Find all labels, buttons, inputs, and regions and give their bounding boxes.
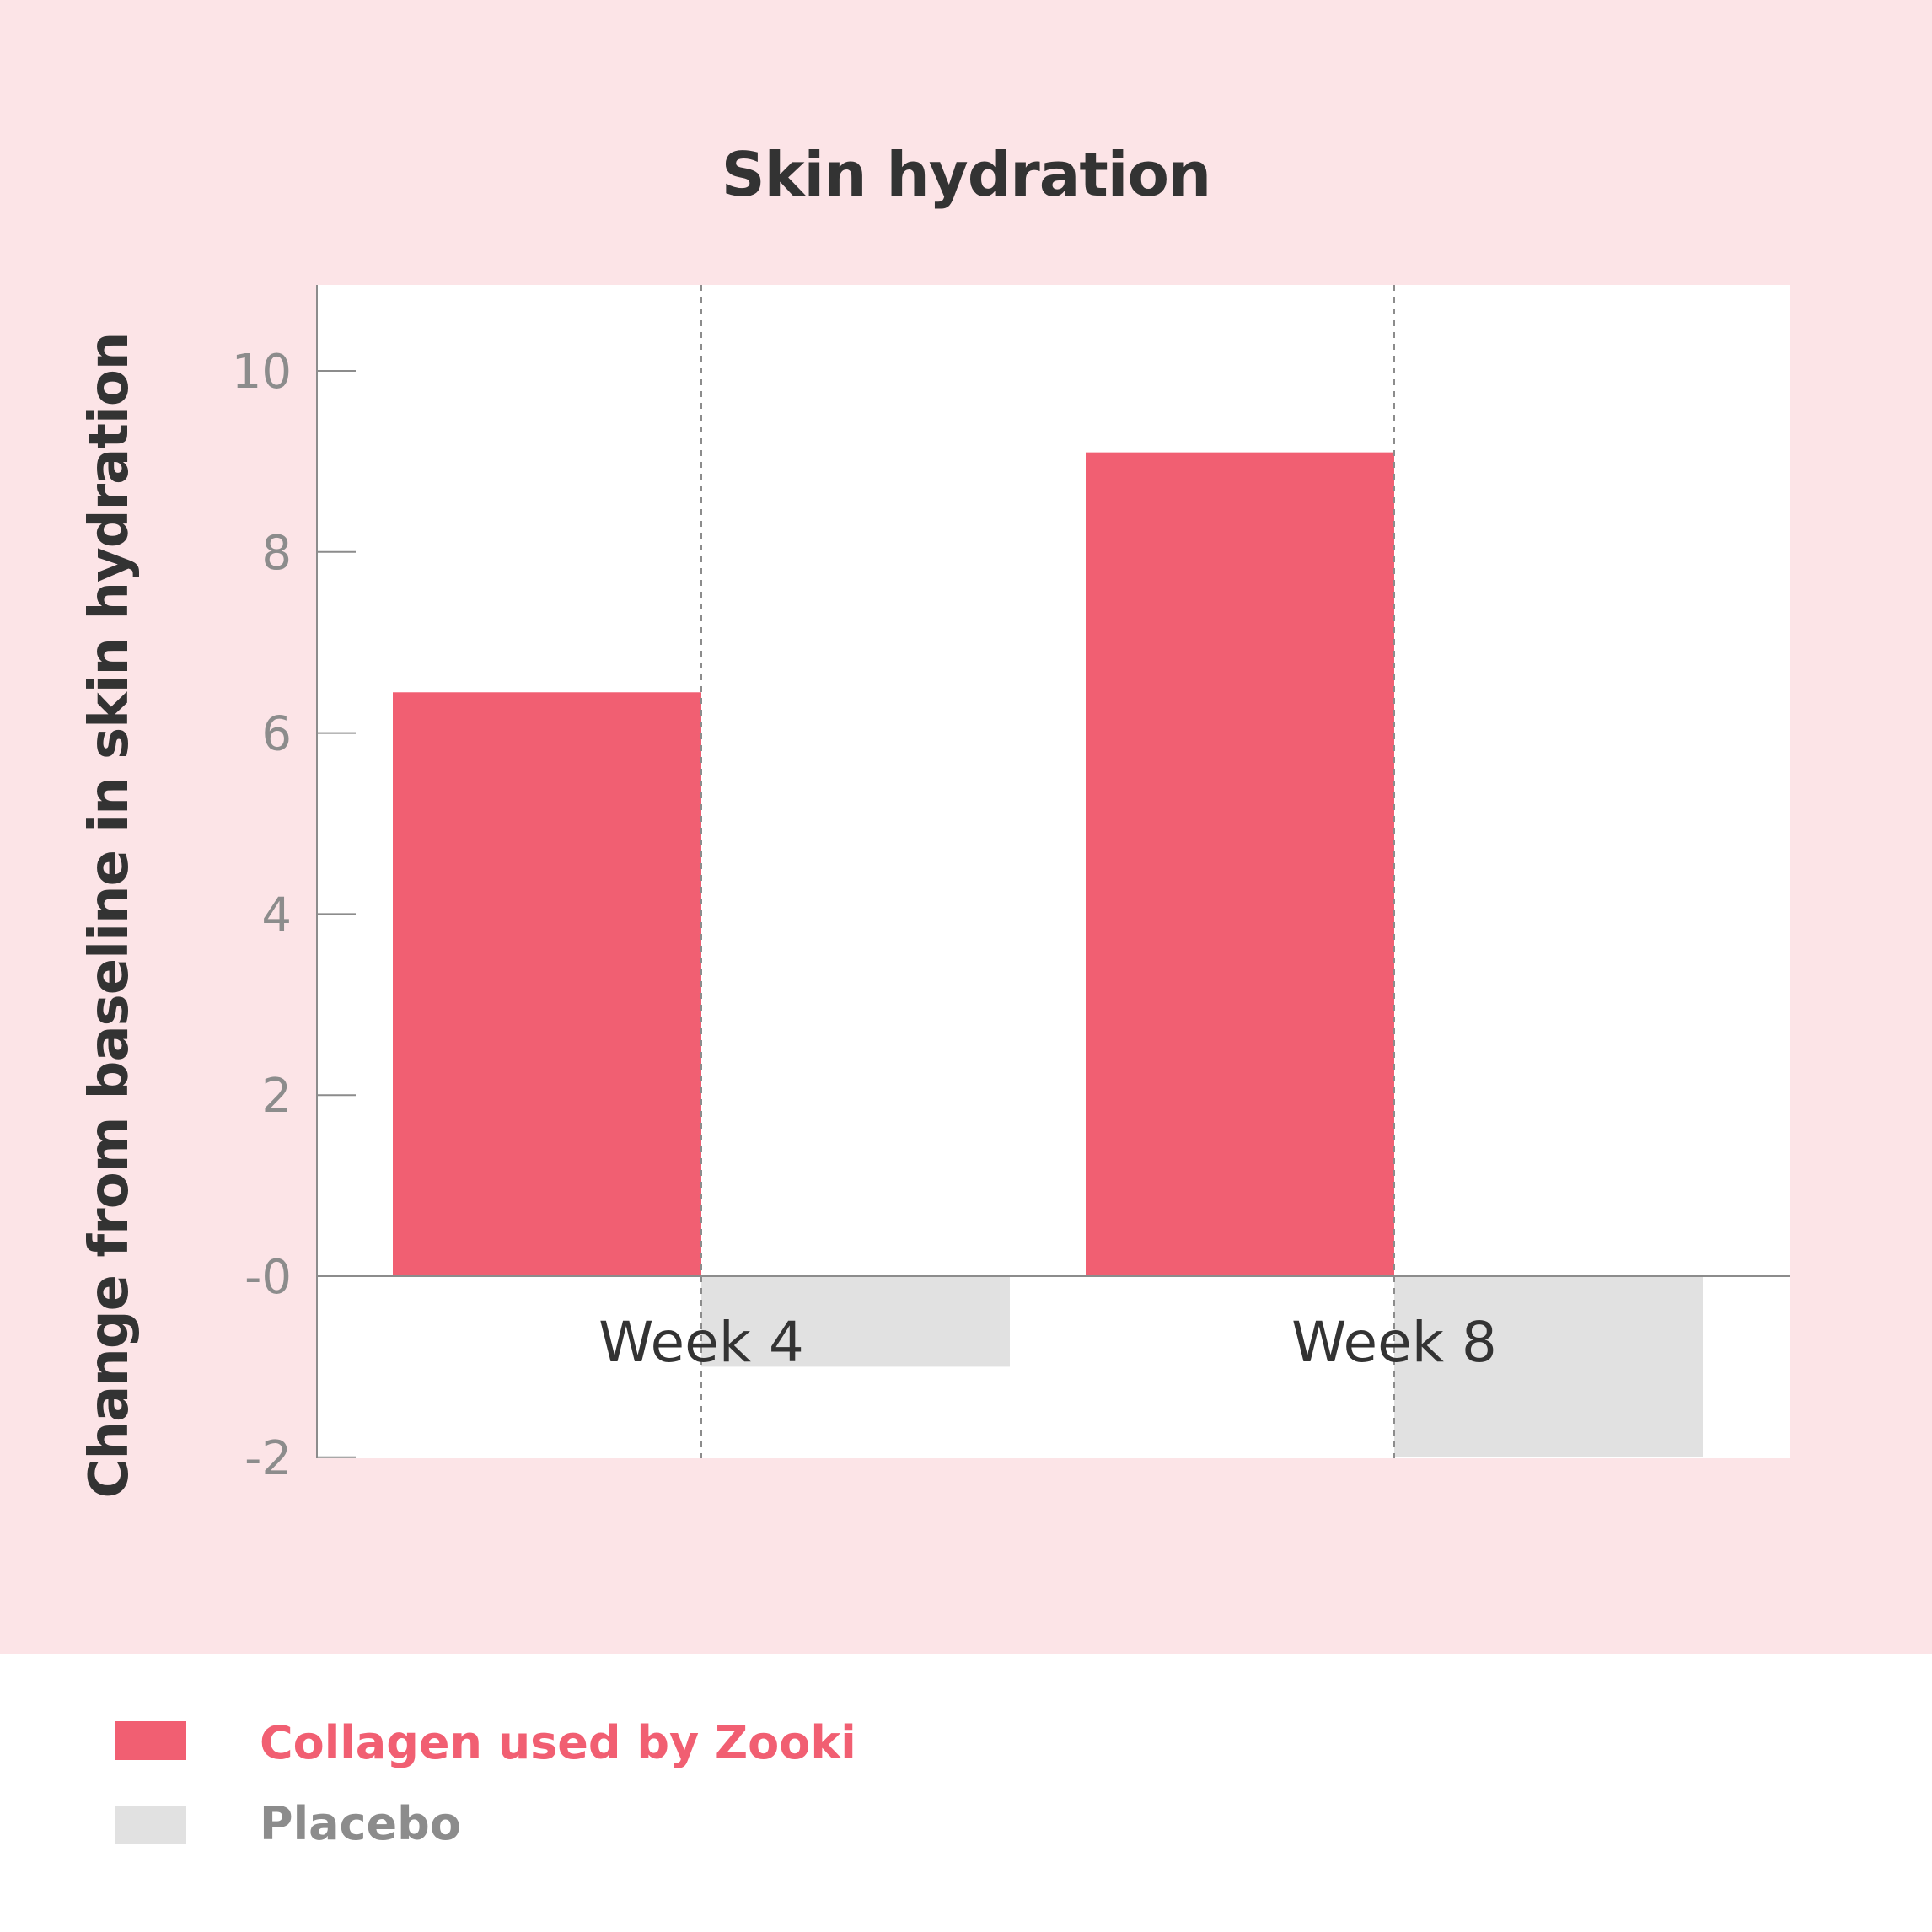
bar-collagen-week-8 — [1086, 452, 1394, 1276]
legend-swatch-collagen — [115, 1721, 186, 1760]
legend: Collagen used by Zooki Placebo — [0, 1654, 1932, 1932]
y-tick-label: 2 — [261, 1069, 292, 1124]
y-tick-label: 10 — [232, 345, 292, 400]
legend-label-collagen: Collagen used by Zooki — [260, 1716, 856, 1769]
x-category-label: Week 4 — [598, 1310, 804, 1375]
bar-collagen-week-4 — [393, 692, 701, 1276]
bar-chart: 10 8 6 4 2 -0 -2 Week 4 Week 8 — [232, 285, 1790, 1486]
y-tick-label: 6 — [261, 707, 292, 762]
chart-title: Skin hydration — [721, 139, 1211, 210]
y-tick-label: -2 — [244, 1431, 292, 1486]
y-tick-label: 4 — [261, 888, 292, 942]
bar-placebo-week-4 — [701, 1276, 1010, 1367]
y-tick-label: -0 — [244, 1250, 292, 1305]
legend-swatch-placebo — [115, 1806, 186, 1844]
x-category-label: Week 8 — [1291, 1310, 1497, 1375]
bar-placebo-week-8 — [1394, 1276, 1703, 1457]
y-tick-label: 8 — [261, 526, 292, 581]
chart-panel: Skin hydration Change from baseline in s… — [0, 0, 1932, 1654]
legend-label-placebo: Placebo — [260, 1797, 461, 1850]
